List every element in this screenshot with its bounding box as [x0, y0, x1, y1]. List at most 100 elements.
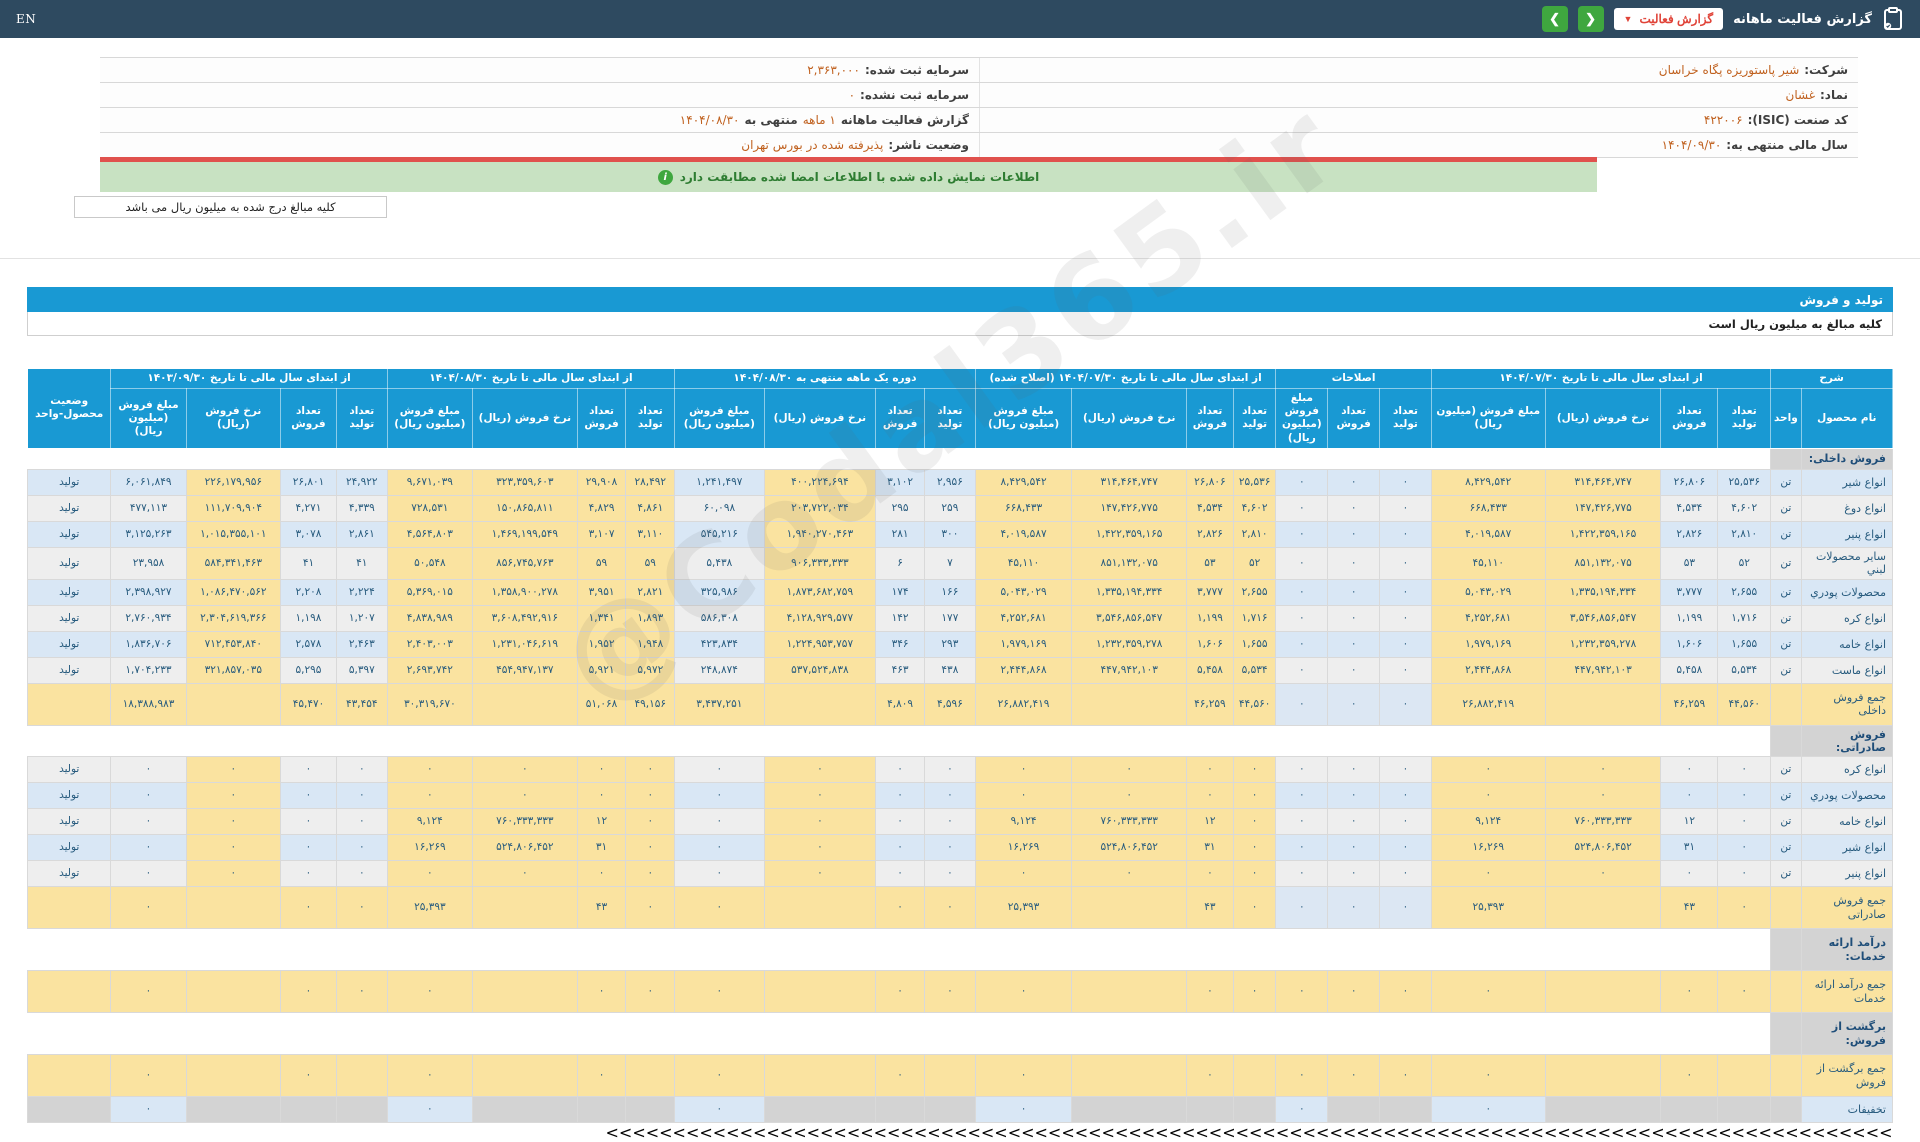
value-cell: ۹,۶۷۱,۰۳۹: [386, 468, 474, 496]
sub-header: مبلغ فروش (میلیون ریال): [110, 388, 187, 449]
product-name-cell: سایر محصولات لبني: [1800, 546, 1894, 580]
value-cell: ۸۵۶,۷۴۵,۷۶۳: [472, 546, 578, 580]
value-cell: ۰: [280, 756, 337, 783]
value-cell: ۴۴,۵۶۰: [1232, 682, 1277, 726]
value-cell: ۵۹: [625, 546, 676, 580]
value-cell: ۰: [1071, 860, 1188, 887]
value-cell: ۰: [1186, 756, 1234, 783]
section-bar-production-sales: تولید و فروش: [27, 287, 1893, 312]
value-cell: ۴۴۷,۹۴۲,۱۰۳: [1544, 656, 1662, 684]
value-cell: ۰: [1275, 656, 1329, 684]
value-cell: ۵۲: [1232, 546, 1277, 580]
production-sales-table-wrap: شرح از ابتدای سال مالی تا تاریخ ۱۴۰۴/۰۷/۳…: [26, 367, 1894, 1142]
value-cell: ۰: [1430, 860, 1546, 887]
value-cell: ۱,۶۵۵: [1232, 630, 1277, 658]
value-cell: ۰: [1379, 808, 1432, 835]
table-units-note: کلیه مبالغ به میلیون ریال است: [27, 312, 1893, 336]
units-note-box: کلیه مبالغ درج شده به میلیون ریال می باش…: [74, 196, 387, 218]
info-value: ۴۲۲۰۰۶: [1703, 113, 1743, 127]
info-value: ۱ ماهه: [802, 113, 836, 127]
table-row: جمع درآمد ارائه خدمات ۰ ۰ ۰ ۰ ۰ ۰ ۰ ۰ ۰ ۰ ۰ ۰ ۰ ۰ ۰ ۰ ۰ ۰: [26, 970, 1894, 1013]
value-cell: ۰: [674, 970, 765, 1013]
value-cell: ۴۲۳,۸۳۴: [674, 630, 765, 658]
value-cell: ۰: [1327, 860, 1381, 887]
value-cell: ۰: [1327, 808, 1381, 835]
value-cell: ۰: [335, 782, 388, 809]
info-value: پذیرفته شده در بورس تهران: [741, 138, 884, 152]
value-cell: ۰: [576, 756, 627, 783]
info-label: نماد:: [1819, 88, 1848, 102]
value-cell: ۰: [185, 834, 282, 861]
value-cell: ۰: [674, 808, 765, 835]
value-cell: ۲۵,۵۳۶: [1232, 468, 1277, 496]
value-cell: ۰: [1275, 756, 1329, 783]
value-cell: ۲,۸۲۱: [625, 578, 676, 606]
value-cell: ۳۰۰: [924, 520, 976, 548]
value-cell: ۶۶۸,۴۳۳: [1430, 494, 1546, 522]
info-value: ۲,۳۶۳,۰۰۰: [807, 63, 860, 77]
value-cell: ۰: [472, 860, 578, 887]
section-row: فروش داخلی:: [28, 447, 1894, 470]
value-cell: ۰: [576, 970, 627, 1013]
value-cell: ۶,۰۶۱,۸۴۹: [110, 468, 187, 496]
value-cell: ۰: [335, 970, 388, 1013]
value-cell: ۱,۹۴۰,۲۷۰,۴۶۳: [763, 520, 877, 548]
value-cell: ۰: [1275, 494, 1329, 522]
value-cell: ۴۵۴,۹۴۷,۱۳۷: [472, 656, 578, 684]
value-cell: ۰: [1544, 756, 1662, 783]
value-cell: ۱,۹۵۲: [576, 630, 627, 658]
value-cell: ۵۲۴,۸۰۶,۴۵۲: [1544, 834, 1662, 861]
value-cell: ۲۶,۸۰۶: [1186, 468, 1234, 496]
group-header: از ابتدای سال مالی تا تاریخ ۱۴۰۴/۰۷/۳۰: [1430, 367, 1772, 390]
value-cell: ۰: [1186, 970, 1234, 1013]
value-cell: [335, 1096, 388, 1123]
value-cell: ۰: [110, 1054, 187, 1097]
value-cell: ۲۸۱: [875, 520, 925, 548]
value-cell: ۲,۸۱۰: [1717, 520, 1772, 548]
value-cell: ۲,۶۹۳,۷۴۲: [386, 656, 474, 684]
value-cell: ۴,۱۲۸,۹۲۹,۵۷۷: [763, 604, 877, 632]
value-cell: ۰: [1327, 756, 1381, 783]
value-cell: ۰: [1232, 782, 1277, 809]
report-type-dropdown[interactable]: گزارش فعالیت ▼: [1613, 8, 1724, 30]
status-cell: تولید: [26, 468, 112, 496]
chevron-down-icon: ▼: [1623, 14, 1633, 24]
value-cell: ۰: [335, 756, 388, 783]
value-cell: ۱,۳۳۵,۱۹۴,۳۳۴: [1544, 578, 1662, 606]
language-toggle[interactable]: EN: [16, 12, 37, 26]
value-cell: ۷۲۸,۵۳۱: [386, 494, 474, 522]
value-cell: ۲,۴۴۴,۸۶۸: [974, 656, 1073, 684]
value-cell: ۱,۷۰۴,۲۳۳: [110, 656, 187, 684]
prev-report-button[interactable]: ❯: [1541, 6, 1568, 32]
value-cell: ۱۲: [576, 808, 627, 835]
value-cell: ۰: [974, 1054, 1073, 1097]
status-cell: تولید: [26, 546, 112, 580]
value-cell: [875, 1096, 925, 1123]
value-cell: ۲,۳۹۸,۹۲۷: [110, 578, 187, 606]
value-cell: ۰: [924, 834, 976, 861]
sub-header: تعداد تولید: [625, 388, 676, 449]
value-cell: ۱,۲۲۴,۹۵۳,۷۵۷: [763, 630, 877, 658]
group-header: دوره یک ماهه منتهی به ۱۴۰۴/۰۸/۳۰: [674, 367, 976, 390]
value-cell: ۰: [1186, 782, 1234, 809]
unit-cell: تن: [1770, 494, 1802, 522]
next-report-button[interactable]: ❮: [1577, 6, 1604, 32]
value-cell: ۲,۶۵۵: [1232, 578, 1277, 606]
value-cell: ۰: [1232, 970, 1277, 1013]
value-cell: [1660, 1096, 1719, 1123]
sub-header: تعداد فروش: [875, 388, 925, 449]
status-header: وضعیت محصول-واحد: [26, 368, 112, 449]
value-cell: ۰: [1379, 494, 1432, 522]
desc-header: شرح: [1770, 367, 1893, 390]
value-cell: ۰: [576, 860, 627, 887]
value-cell: ۱۴۷,۴۲۶,۷۷۵: [1071, 494, 1188, 522]
value-cell: ۰: [674, 886, 765, 929]
value-cell: ۲۶,۸۰۶: [1660, 468, 1719, 496]
value-cell: ۱,۲۰۷: [335, 604, 388, 632]
value-cell: ۴۵,۱۱۰: [1430, 546, 1546, 580]
value-cell: ۰: [875, 860, 925, 887]
sub-header: نرخ فروش (ریال): [185, 388, 282, 449]
header-group-row: شرح از ابتدای سال مالی تا تاریخ ۱۴۰۴/۰۷/۳…: [26, 367, 1893, 449]
value-cell: ۰: [875, 808, 925, 835]
table-row: انواع دوغ تن ۴,۶۰۲ ۴,۵۳۴ ۱۴۷,۴۲۶,۷۷۵ ۶۶۸,۴۳۳ ۰…: [26, 494, 1894, 522]
